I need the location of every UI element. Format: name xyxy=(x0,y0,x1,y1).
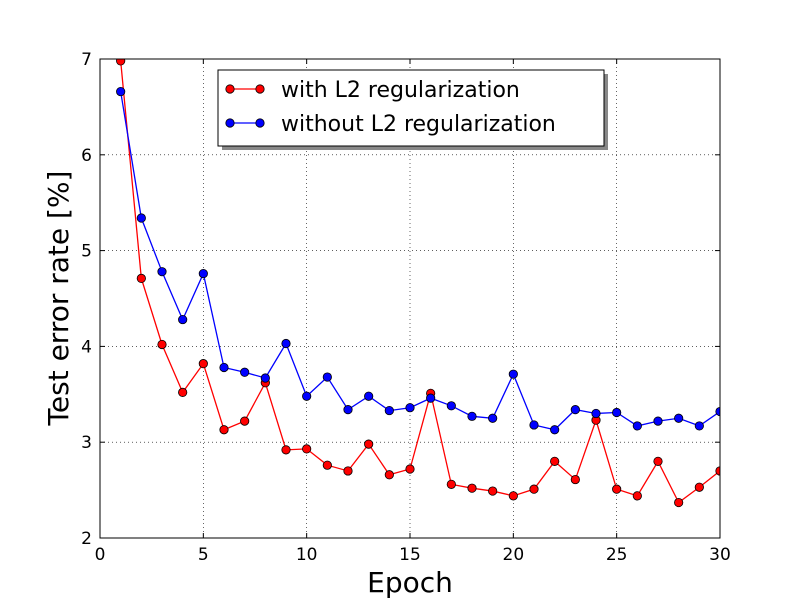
legend-label-without-l2: without L2 regularization xyxy=(281,112,556,137)
data-point-without-l2 xyxy=(529,420,539,430)
data-point-with-l2 xyxy=(446,479,456,489)
data-point-with-l2 xyxy=(632,491,642,501)
data-point-with-l2 xyxy=(322,460,332,470)
x-tick-label: 15 xyxy=(399,545,421,565)
data-point-without-l2 xyxy=(426,393,436,403)
data-point-with-l2 xyxy=(281,445,291,455)
data-point-without-l2 xyxy=(488,413,498,423)
grid-lines xyxy=(100,59,720,538)
data-point-without-l2 xyxy=(260,373,270,383)
data-point-without-l2 xyxy=(694,421,704,431)
x-tick-label: 10 xyxy=(296,545,318,565)
data-point-with-l2 xyxy=(157,339,167,350)
data-point-with-l2 xyxy=(467,483,477,493)
data-point-with-l2 xyxy=(529,484,539,494)
data-point-with-l2 xyxy=(343,466,353,476)
legend: with L2 regularization without L2 regula… xyxy=(217,69,608,150)
data-point-without-l2 xyxy=(446,401,456,411)
data-point-with-l2 xyxy=(550,456,560,466)
data-point-without-l2 xyxy=(322,372,332,382)
data-point-without-l2 xyxy=(219,362,229,373)
series-layer xyxy=(116,59,720,508)
data-point-without-l2 xyxy=(550,425,560,435)
y-axis-label: Test error rate [%] xyxy=(42,171,75,427)
legend-box xyxy=(217,69,605,147)
x-tick-label: 5 xyxy=(198,545,209,565)
data-point-with-l2 xyxy=(364,439,374,449)
data-point-without-l2 xyxy=(343,405,353,415)
legend-marker-without-l2 xyxy=(255,118,265,128)
data-point-without-l2 xyxy=(653,416,663,426)
data-point-with-l2 xyxy=(116,59,126,66)
data-point-without-l2 xyxy=(198,268,208,279)
x-axis-label: Epoch xyxy=(367,566,453,598)
y-tick-label: 6 xyxy=(81,146,92,166)
data-point-with-l2 xyxy=(570,474,580,485)
data-point-with-l2 xyxy=(612,484,622,494)
data-point-without-l2 xyxy=(281,338,291,349)
data-point-with-l2 xyxy=(508,491,518,501)
data-point-with-l2 xyxy=(302,444,312,454)
y-tick-label: 2 xyxy=(81,529,92,549)
data-point-with-l2 xyxy=(198,359,208,369)
data-point-without-l2 xyxy=(570,405,580,415)
data-point-with-l2 xyxy=(674,497,684,508)
data-point-without-l2 xyxy=(384,405,394,416)
data-point-without-l2 xyxy=(467,411,477,421)
legend-marker-without-l2 xyxy=(225,118,235,128)
x-tick-label: 25 xyxy=(606,545,628,565)
x-tick-label: 20 xyxy=(503,545,525,565)
data-point-without-l2 xyxy=(612,407,622,418)
data-point-without-l2 xyxy=(116,86,126,97)
data-point-with-l2 xyxy=(694,482,704,492)
data-point-with-l2 xyxy=(178,387,188,397)
data-point-without-l2 xyxy=(405,403,415,413)
data-point-without-l2 xyxy=(591,408,601,419)
x-tick-label: 0 xyxy=(95,545,106,565)
data-point-with-l2 xyxy=(405,464,415,474)
series-group xyxy=(116,59,720,508)
data-point-without-l2 xyxy=(302,391,312,401)
legend-marker-with-l2 xyxy=(255,84,265,94)
data-point-without-l2 xyxy=(178,314,188,325)
axis-ticks: 0 5 10 15 20 25 30 2 3 4 5 6 7 xyxy=(81,50,731,565)
data-point-without-l2 xyxy=(136,213,146,223)
data-point-with-l2 xyxy=(219,425,229,435)
data-point-without-l2 xyxy=(364,391,374,401)
data-point-without-l2 xyxy=(508,369,518,379)
data-point-without-l2 xyxy=(632,421,642,431)
y-tick-label: 3 xyxy=(81,433,92,453)
data-point-with-l2 xyxy=(653,456,663,466)
data-point-with-l2 xyxy=(488,486,498,496)
data-point-without-l2 xyxy=(674,413,684,423)
y-tick-label: 5 xyxy=(81,242,92,262)
data-point-with-l2 xyxy=(240,416,250,426)
data-point-without-l2 xyxy=(157,267,167,277)
data-point-without-l2 xyxy=(240,367,250,377)
x-tick-label: 30 xyxy=(709,545,731,565)
y-tick-label: 7 xyxy=(81,50,92,70)
data-point-with-l2 xyxy=(136,273,146,283)
legend-label-with-l2: with L2 regularization xyxy=(281,78,520,103)
data-point-with-l2 xyxy=(384,470,394,480)
y-tick-label: 4 xyxy=(81,337,92,357)
legend-marker-with-l2 xyxy=(225,84,235,94)
